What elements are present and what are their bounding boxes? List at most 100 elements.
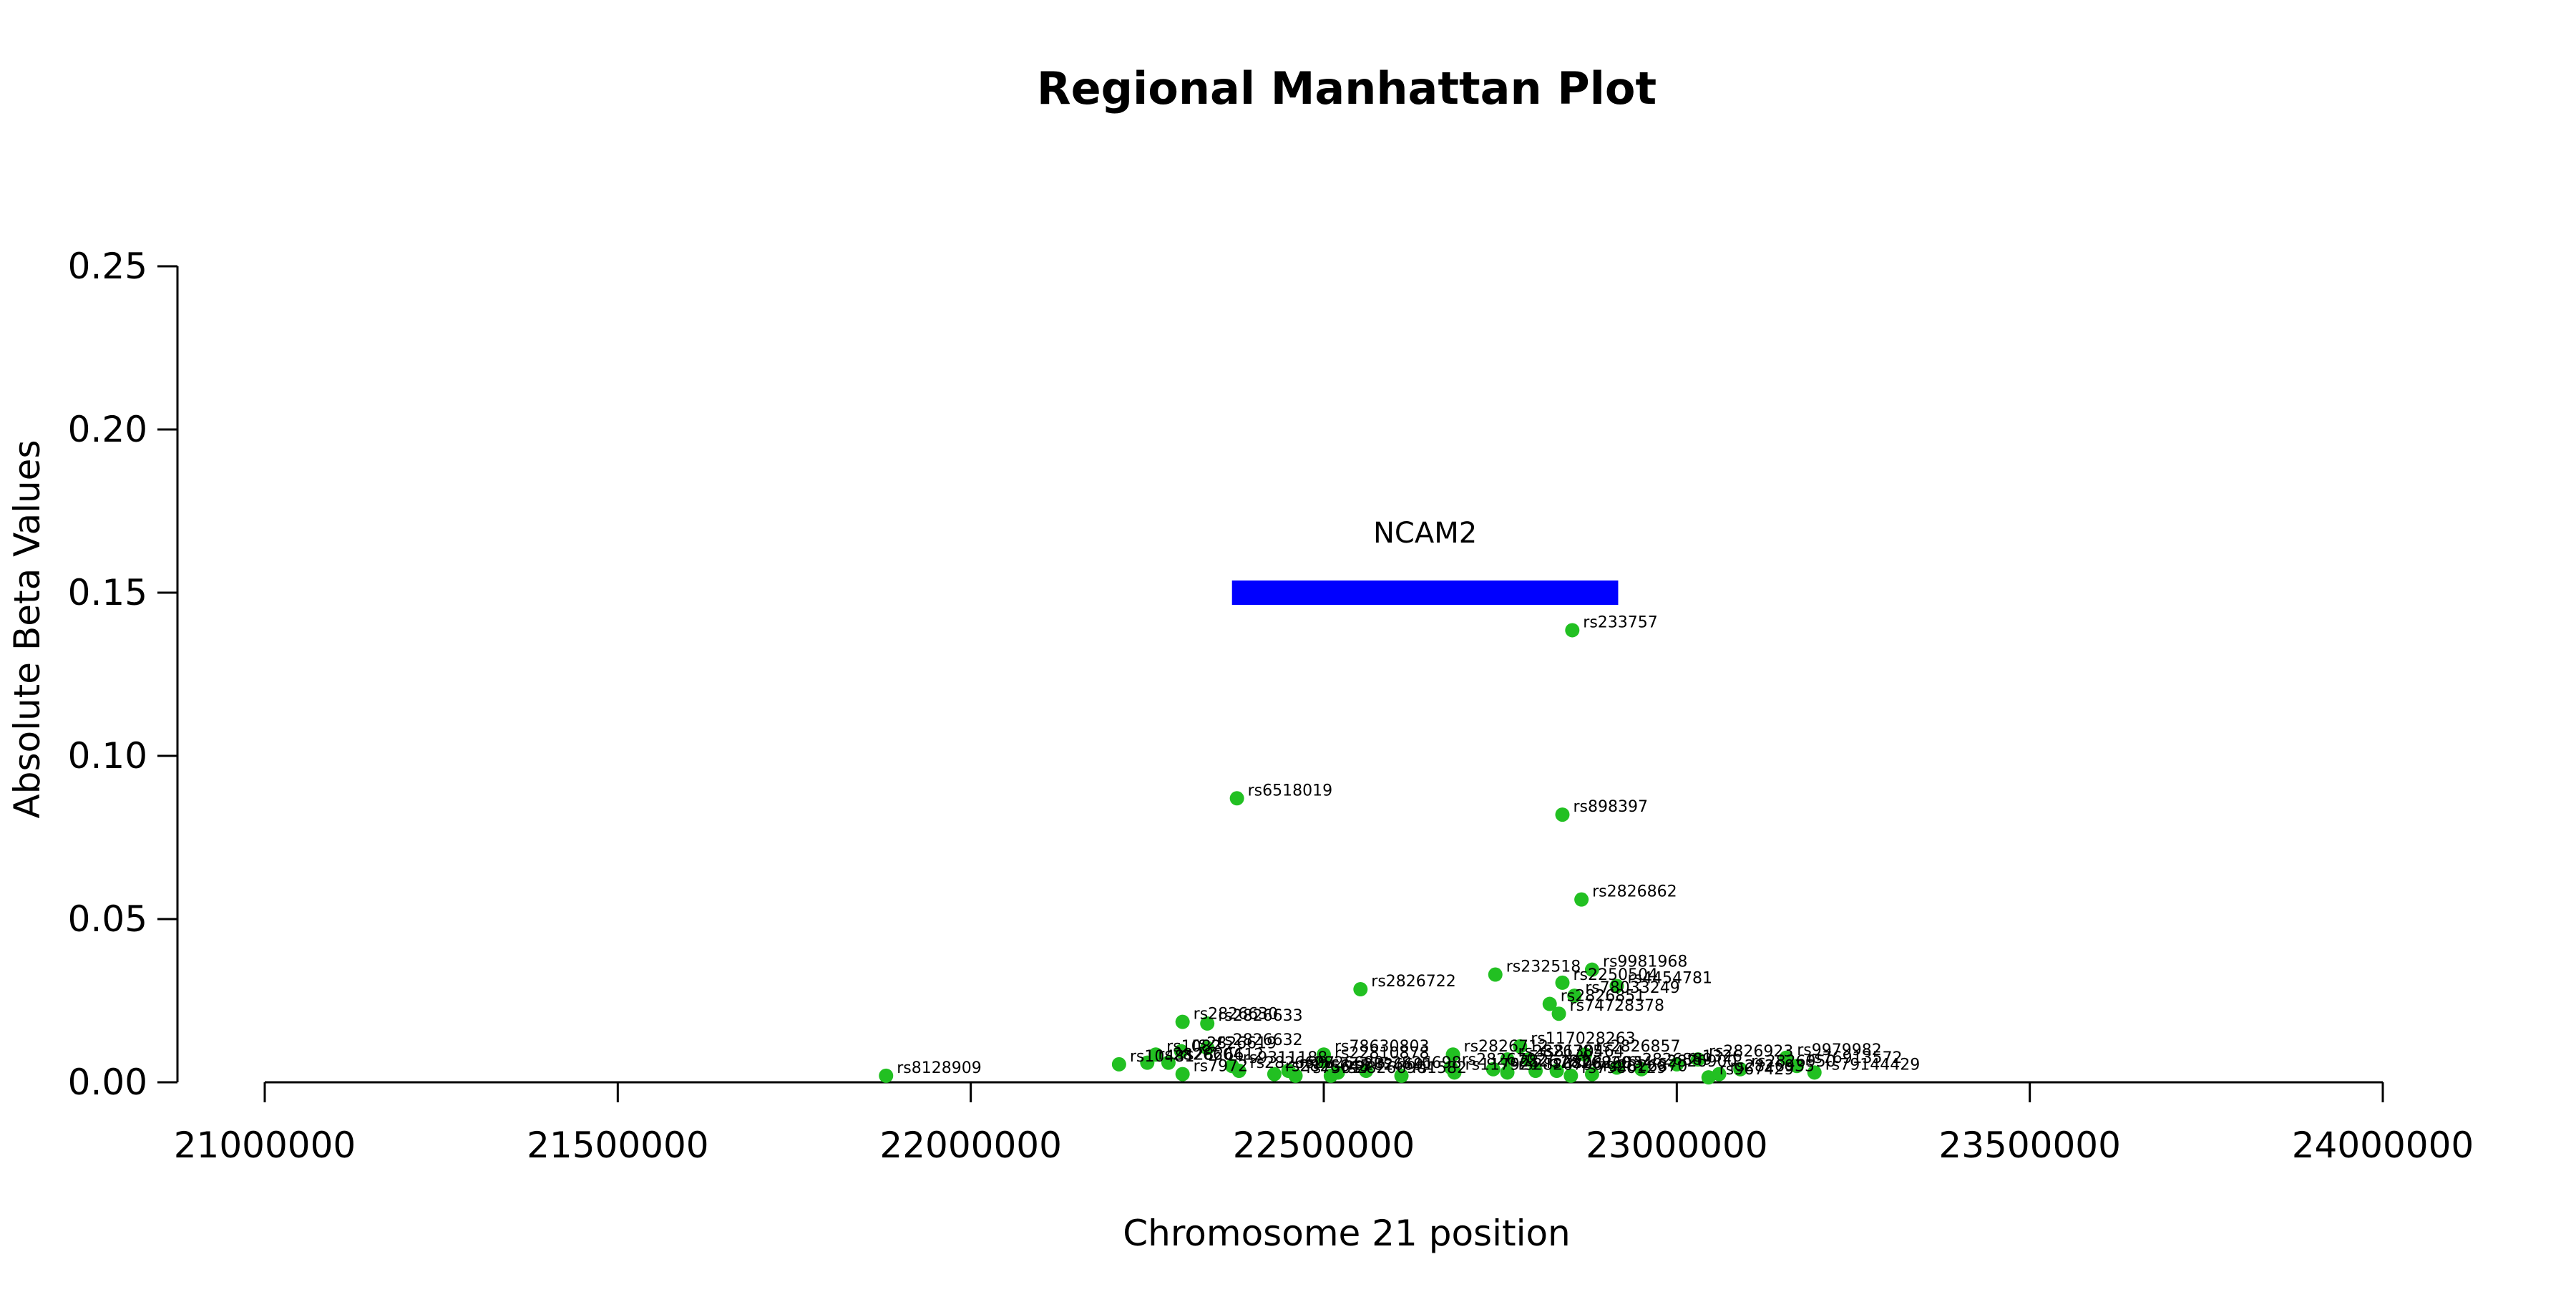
snp-label: rs2826851 [1561,988,1646,1006]
snp-point [1555,807,1570,822]
snp-label: rs4454781 [1627,969,1712,987]
chart-title: Regional Manhattan Plot [1037,62,1657,115]
snp-label: rs2826722 [1371,973,1456,991]
snp-label: rs1582 [1413,1059,1467,1077]
snp-label: rs1082 [1166,1038,1221,1056]
snp-label: rs2826698 [1377,1054,1462,1072]
snp-label: rs8130464 [1539,1043,1624,1061]
snp-label: rs76913572 [1807,1049,1902,1067]
snp-label: rs2826857 [1596,1038,1681,1056]
snp-point [1634,1062,1649,1077]
gene-label: NCAM2 [1373,517,1477,550]
snp-point [1549,1064,1564,1079]
axes: 21000000 21500000 22000000 22500000 23000000… [68,246,2474,1166]
snp-label: rs2826935 [1730,1058,1815,1076]
gene-track: NCAM2 [1231,517,1619,605]
snp-point [1323,1068,1338,1083]
x-tick-label: 21500000 [527,1125,709,1166]
snp-label: rs2826702 [1462,1051,1547,1069]
snp-label: rs2826950 [1751,1053,1836,1071]
snp-label: rs2826712 [1464,1038,1549,1056]
x-axis-title: Chromosome 21 position [1123,1213,1571,1254]
snp-point [1584,1067,1599,1082]
snp-label: rs2826645 [1285,1058,1370,1076]
point-labels: rs233757 rs6518019 rs898397 rs2826862 rs2325… [897,613,1920,1079]
snp-label: rs2826630 [1194,1006,1279,1024]
snp-point [1574,892,1589,907]
snp-label: rs2826796 [1518,1056,1604,1074]
snp-point [1542,996,1557,1011]
snp-point [1567,989,1582,1004]
snp-point [1669,1057,1684,1072]
snp-point [1733,1062,1748,1077]
snp-label: rs2826604 [1158,1046,1243,1064]
snp-label: rs117028263 [1531,1030,1635,1048]
snp-point [1513,1039,1528,1054]
snp-point [1200,1016,1215,1031]
snp-point [1111,1057,1126,1072]
snp-label: rs233757 [1583,613,1658,631]
snp-label: rs2826632 [1218,1031,1303,1049]
snp-label: rs9979982 [1797,1041,1882,1059]
snp-label: rs2826820 [1546,1054,1631,1072]
snp-label: rs2826612 [1179,1046,1264,1064]
snp-label: rs7972 [1194,1058,1249,1076]
snp-point [1229,791,1244,806]
snp-label: rs1326 [1687,1048,1742,1066]
snp-point [1690,1052,1705,1067]
x-tick-label: 21000000 [174,1125,356,1166]
snp-point [1807,1065,1822,1080]
snp-point [1175,1067,1190,1082]
snp-label: rs2826785 [1518,1043,1604,1061]
y-tick-label: 0.00 [68,1062,147,1103]
snp-point [1584,962,1599,977]
x-tick-label: 23000000 [1586,1125,1768,1166]
snp-label: rs2826889 [1627,1051,1712,1069]
snp-label: rs2826870 [1603,1058,1688,1076]
snp-label: rs74728378 [1570,997,1664,1015]
snp-label: rs2826680 [1299,1054,1385,1072]
x-tick-label: 22500000 [1233,1125,1415,1166]
snp-point [1521,1052,1536,1067]
snp-label: rs2826900 [1652,1053,1737,1071]
snp-label: rs967429 [1719,1061,1795,1079]
y-tick-label: 0.20 [68,409,147,450]
snp-label: rs2826619 [1192,1035,1277,1053]
snp-point [879,1068,894,1083]
snp-label: rs232518 [1506,958,1581,976]
snp-point [1445,1047,1460,1062]
snp-point [1175,1014,1190,1029]
snp-label: rs2826690 [1342,1059,1427,1077]
snp-point [1267,1067,1282,1082]
snp-point [1231,1064,1246,1079]
snp-point [1500,1052,1515,1067]
data-points [879,623,1822,1085]
snp-label: rs78033249 [1585,979,1679,997]
snp-label: rs9981968 [1603,953,1688,971]
snp-point [1140,1055,1155,1070]
snp-point [1565,623,1580,638]
x-tick-label: 24000000 [2292,1125,2474,1166]
snp-point [1353,982,1368,997]
snp-point [1485,1062,1501,1077]
x-tick-label: 22000000 [879,1125,1062,1166]
y-tick-label: 0.15 [68,572,147,613]
snp-point [1394,1068,1409,1083]
snp-label: rs2250504 [1573,966,1658,984]
y-tick-label: 0.10 [68,735,147,777]
snp-point [1609,978,1624,994]
snp-label: rs10481 [1130,1048,1195,1066]
y-tick-label: 0.05 [68,898,147,940]
snp-point [1701,1070,1716,1085]
snp-point [1551,1006,1566,1021]
snp-label: rs2826862 [1592,883,1677,901]
snp-point [1447,1065,1462,1080]
y-axis-title: Absolute Beta Values [6,440,48,819]
snp-label: rs2826834 [1568,1054,1653,1072]
snp-point [1500,1065,1515,1080]
snp-point [1200,1041,1215,1056]
gene-bar [1231,581,1619,605]
snp-label: rs2826607 [1250,1054,1335,1072]
